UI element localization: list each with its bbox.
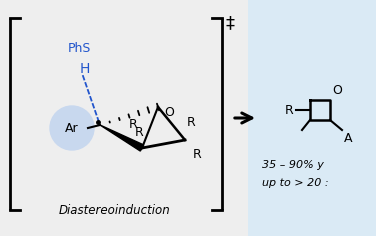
Text: PhS: PhS [68,42,91,55]
Text: R: R [135,126,143,139]
Text: up to > 20 :: up to > 20 : [262,178,329,188]
Text: R: R [193,148,202,160]
Text: A: A [344,132,353,145]
Text: ‡: ‡ [226,14,235,32]
Text: O: O [332,84,342,97]
Text: R: R [187,115,196,128]
Text: H: H [80,62,90,76]
Text: O: O [164,105,174,118]
Circle shape [50,106,94,150]
Text: Diastereoinduction: Diastereoinduction [59,203,171,216]
Polygon shape [100,125,144,151]
Text: R: R [285,104,294,117]
Text: 35 – 90% y: 35 – 90% y [262,160,324,170]
Bar [248,0,376,236]
Text: Ar: Ar [65,122,79,135]
Text: R: R [129,118,137,131]
